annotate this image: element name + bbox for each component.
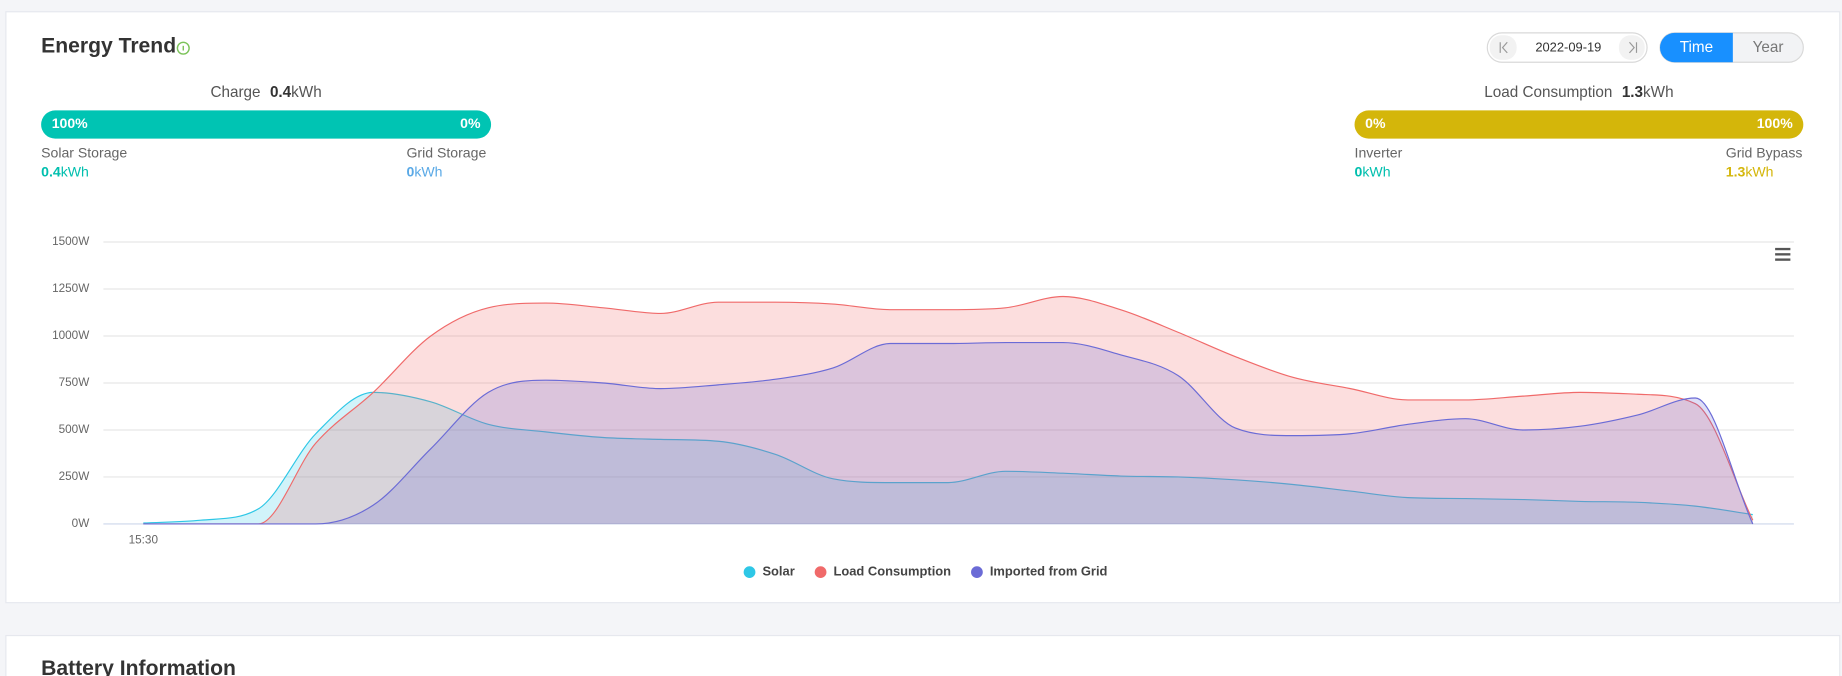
summary-label: Charge — [210, 84, 260, 101]
y-tick-label: 1250W — [52, 282, 90, 295]
next-icon — [1629, 41, 1638, 54]
stat-number: 1.3 — [1726, 163, 1746, 179]
tab-active[interactable] — [1659, 32, 1733, 63]
summary-unit: kWh — [291, 84, 322, 101]
legend-label[interactable]: Load Consumption — [833, 564, 951, 579]
stat-number: 0.4 — [41, 163, 61, 179]
tab[interactable]: Time — [1680, 39, 1713, 56]
next-button[interactable] — [1618, 35, 1645, 60]
stat-unit: kWh — [1362, 163, 1390, 179]
summary-title: Charge 0.4kWh — [210, 84, 321, 101]
progress-label: 100% — [52, 115, 88, 131]
legend-label[interactable]: Imported from Grid — [990, 564, 1108, 579]
line-series — [143, 341, 1754, 525]
section-title: Battery Information — [41, 657, 236, 676]
y-tick-label: 500W — [59, 423, 91, 436]
line-series — [143, 295, 1754, 525]
menu-icon[interactable] — [1775, 247, 1791, 261]
progress-label: 0% — [1365, 115, 1386, 131]
y-tick-label: 1000W — [52, 329, 90, 342]
legend-marker — [971, 566, 983, 579]
summary-title: Load Consumption 1.3kWh — [1484, 84, 1673, 101]
stat-value: 0.4kWh — [41, 163, 89, 179]
progress-label: 0% — [460, 115, 481, 131]
stat-unit: kWh — [61, 163, 89, 179]
stat-number: 0 — [1355, 163, 1363, 179]
area-series — [143, 296, 1753, 524]
stat-name: Inverter — [1355, 145, 1403, 161]
y-tick-label: 750W — [59, 376, 91, 389]
stat-unit: kWh — [1745, 163, 1773, 179]
stat-value: 0kWh — [406, 163, 442, 179]
card-title: Energy Trend — [41, 35, 176, 58]
stat-name: Grid Storage — [406, 145, 486, 161]
stat-number: 0 — [406, 163, 414, 179]
line-series — [143, 391, 1753, 524]
progress-label: 100% — [1757, 115, 1793, 131]
stat-name: Solar Storage — [41, 145, 127, 161]
stat-name: Grid Bypass — [1726, 145, 1803, 161]
stat-value: 0kWh — [1355, 163, 1391, 179]
x-tick-label: 15:30 — [129, 534, 159, 547]
area-series — [143, 342, 1753, 524]
prev-icon — [1499, 41, 1508, 54]
date-text[interactable]: 2022-09-19 — [1535, 40, 1601, 55]
summary-total: 0.4 — [270, 84, 292, 101]
date-picker[interactable] — [1486, 32, 1648, 63]
card — [5, 11, 1841, 604]
legend-marker — [814, 566, 827, 579]
progress-bar — [41, 110, 492, 139]
card — [5, 634, 1841, 676]
y-tick-label: 1500W — [52, 235, 90, 248]
info-icon[interactable] — [176, 41, 190, 55]
y-tick-label: 250W — [59, 470, 91, 483]
stat-unit: kWh — [414, 163, 442, 179]
stat-value: 1.3kWh — [1726, 163, 1774, 179]
summary-unit: kWh — [1643, 84, 1674, 101]
summary-total: 1.3 — [1622, 84, 1643, 101]
tab[interactable]: Year — [1753, 39, 1784, 56]
progress-bar — [1354, 110, 1804, 139]
legend-marker — [743, 566, 756, 579]
y-tick-label: 0W — [72, 517, 91, 530]
summary-label: Load Consumption — [1484, 84, 1612, 101]
legend-label[interactable]: Solar — [762, 564, 794, 579]
